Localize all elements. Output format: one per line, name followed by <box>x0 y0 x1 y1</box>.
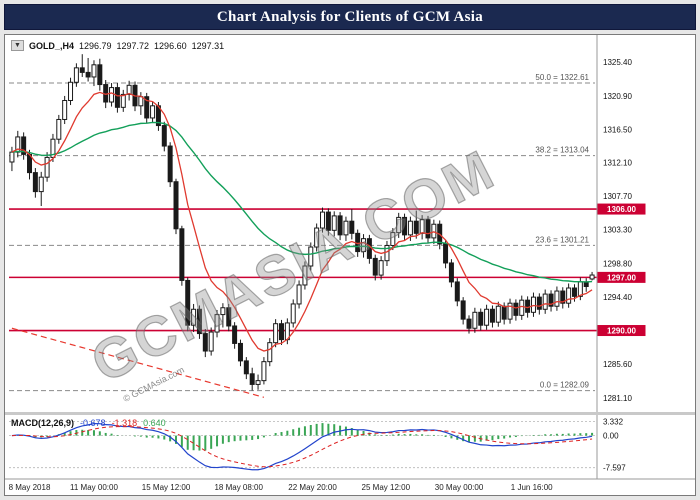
svg-text:1325.40: 1325.40 <box>603 58 632 67</box>
svg-text:1294.40: 1294.40 <box>603 293 632 302</box>
macd-indicator-label: MACD(12,26,9) -0.678 -1.318 0.640 <box>11 418 166 428</box>
svg-text:1307.70: 1307.70 <box>603 192 632 201</box>
svg-text:1290.00: 1290.00 <box>607 327 636 336</box>
page-title: Chart Analysis for Clients of GCM Asia <box>216 8 484 25</box>
quote-high: 1297.72 <box>116 40 150 51</box>
svg-text:8 May 2018: 8 May 2018 <box>9 483 51 492</box>
chart-frame: 50.0 = 1322.61 38.2 = 1313.04 23.6 = 1301.… <box>4 34 696 496</box>
svg-text:1285.60: 1285.60 <box>603 360 632 369</box>
svg-text:22 May 20:00: 22 May 20:00 <box>288 483 337 492</box>
macd-name: MACD(12,26,9) <box>11 418 75 428</box>
macd-main-value: -0.678 <box>80 418 106 428</box>
quote-close: 1297.31 <box>191 40 225 51</box>
svg-text:GCMASIA.COM: GCMASIA.COM <box>81 137 505 395</box>
title-bar: Chart Analysis for Clients of GCM Asia <box>4 4 696 30</box>
svg-text:0.00: 0.00 <box>603 432 619 441</box>
symbol-bar: ▼ GOLD_,H4 1296.79 1297.72 1296.60 1297.… <box>11 40 224 51</box>
svg-text:0.0 = 1282.09: 0.0 = 1282.09 <box>540 381 590 390</box>
svg-text:1298.80: 1298.80 <box>603 260 632 269</box>
macd-hist-value: 0.640 <box>143 418 166 428</box>
svg-text:23.6 = 1301.21: 23.6 = 1301.21 <box>535 235 589 244</box>
svg-text:50.0 = 1322.61: 50.0 = 1322.61 <box>535 73 589 82</box>
svg-text:1297.00: 1297.00 <box>607 273 636 282</box>
svg-text:15 May 12:00: 15 May 12:00 <box>142 483 191 492</box>
svg-text:1281.10: 1281.10 <box>603 394 632 403</box>
svg-text:3.332: 3.332 <box>603 418 624 427</box>
svg-text:11 May 00:00: 11 May 00:00 <box>70 483 118 492</box>
macd-signal-value: -1.318 <box>111 418 138 428</box>
svg-text:-7.597: -7.597 <box>603 464 626 473</box>
svg-text:1303.30: 1303.30 <box>603 226 632 235</box>
svg-text:30 May 00:00: 30 May 00:00 <box>435 483 484 492</box>
symbol-label: GOLD_,H4 <box>28 40 74 51</box>
svg-text:1306.00: 1306.00 <box>607 205 636 214</box>
svg-text:1 Jun 16:00: 1 Jun 16:00 <box>511 483 553 492</box>
svg-text:25 May 12:00: 25 May 12:00 <box>362 483 411 492</box>
chevron-down-icon[interactable]: ▼ <box>11 40 24 51</box>
svg-text:1316.50: 1316.50 <box>603 125 632 134</box>
quote-open: 1296.79 <box>78 40 112 51</box>
quote-low: 1296.60 <box>154 40 187 51</box>
svg-text:1312.10: 1312.10 <box>603 159 632 168</box>
svg-text:1320.90: 1320.90 <box>603 92 632 101</box>
svg-text:38.2 = 1313.04: 38.2 = 1313.04 <box>535 146 589 155</box>
price-chart-canvas: 50.0 = 1322.61 38.2 = 1313.04 23.6 = 1301.… <box>5 35 695 492</box>
svg-text:18 May 08:00: 18 May 08:00 <box>214 483 263 492</box>
